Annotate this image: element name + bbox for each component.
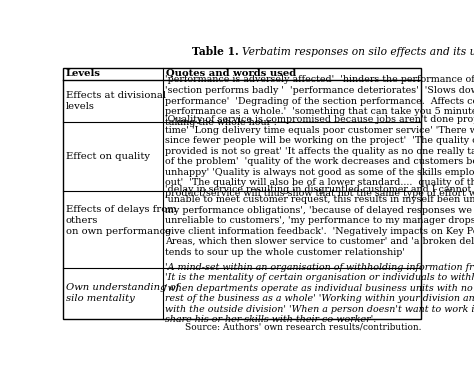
Text: Effect on quality: Effect on quality — [66, 152, 150, 161]
Text: Quotes and words used: Quotes and words used — [166, 69, 296, 78]
Text: 'performance is adversely affected'  'hinders the performance of the section'
's: 'performance is adversely affected' 'hin… — [165, 75, 474, 127]
Text: Verbatim responses on silo effects and its understanding: Verbatim responses on silo effects and i… — [242, 47, 474, 57]
Text: Effects at divisional
levels: Effects at divisional levels — [66, 91, 166, 111]
Bar — [63, 68, 421, 319]
Text: 'A mind-set within an organisation of withholding information from one another'
: 'A mind-set within an organisation of wi… — [165, 263, 474, 324]
Text: 'Quality of service is compromised because jobs aren't done properly the first
t: 'Quality of service is compromised becau… — [165, 115, 474, 198]
Text: Effects of delays from
others
on own performance: Effects of delays from others on own per… — [66, 205, 177, 236]
Text: Levels: Levels — [66, 69, 101, 78]
Text: 'delay in service resulting in disgruntled customer and I cannot perform well',
: 'delay in service resulting in disgruntl… — [165, 185, 474, 257]
Text: Table 1.: Table 1. — [191, 46, 242, 57]
Text: Own understanding of
silo mentality: Own understanding of silo mentality — [66, 283, 179, 304]
Text: Source: Authors' own research results/contribution.: Source: Authors' own research results/co… — [184, 323, 421, 332]
